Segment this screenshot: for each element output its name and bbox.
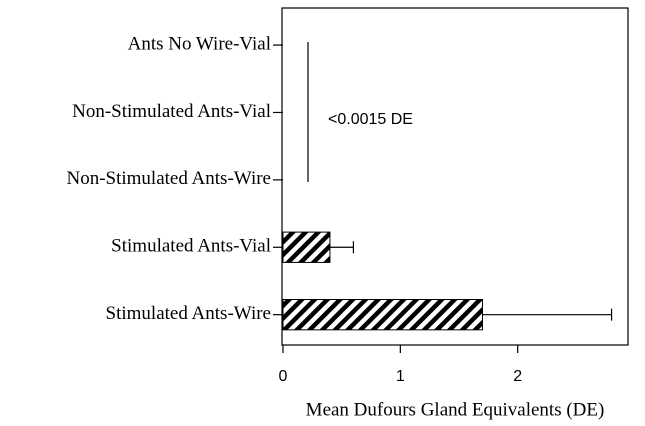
y-tick-label: Stimulated Ants-Wire bbox=[106, 303, 271, 324]
bar bbox=[282, 299, 483, 331]
x-tick-label: 2 bbox=[513, 368, 522, 385]
x-tick-label: 0 bbox=[279, 368, 288, 385]
y-tick-label: Stimulated Ants-Vial bbox=[111, 236, 271, 257]
annotation: <0.0015 DE bbox=[328, 111, 413, 128]
y-tick-label: Non-Stimulated Ants-Wire bbox=[66, 168, 271, 189]
x-axis-label: Mean Dufours Gland Equivalents (DE) bbox=[306, 399, 605, 420]
y-tick-label: Non-Stimulated Ants-Vial bbox=[72, 101, 271, 122]
plot-frame bbox=[281, 7, 629, 346]
bar bbox=[282, 231, 331, 263]
x-tick-label: 1 bbox=[396, 368, 405, 385]
y-tick-label: Ants No Wire-Vial bbox=[128, 33, 271, 54]
